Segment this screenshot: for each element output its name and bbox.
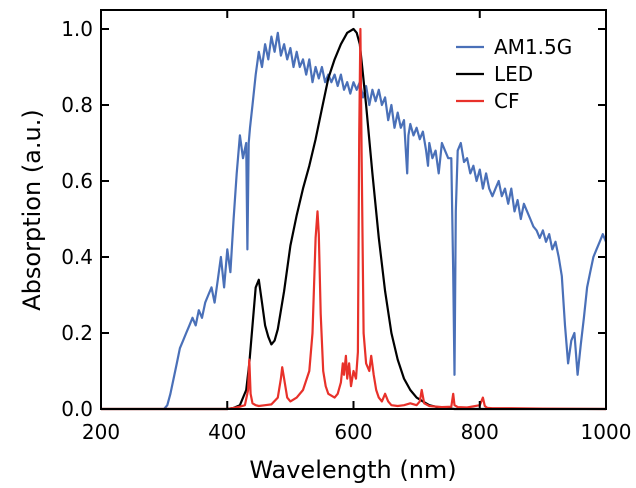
legend: AM1.5G LED CF bbox=[456, 35, 572, 113]
x-tick-label: 400 bbox=[208, 420, 246, 444]
series-line-am1-5g bbox=[163, 31, 608, 410]
series-layer bbox=[101, 27, 608, 411]
y-axis-label: Absorption (a.u.) bbox=[18, 109, 46, 310]
x-axis-label: Wavelength (nm) bbox=[249, 456, 456, 484]
y-tick-label: 1.0 bbox=[61, 17, 93, 41]
y-tick-label: 0.4 bbox=[61, 245, 93, 269]
legend-label-led: LED bbox=[494, 62, 533, 86]
x-tick-label: 1000 bbox=[581, 420, 632, 444]
x-tick-label: 800 bbox=[461, 420, 499, 444]
legend-label-am1-5g: AM1.5G bbox=[494, 35, 572, 59]
y-tick-label: 0.2 bbox=[61, 321, 93, 345]
y-tick-label: 0.8 bbox=[61, 93, 93, 117]
series-line-led bbox=[101, 27, 606, 411]
x-tick-label: 600 bbox=[334, 420, 372, 444]
x-tick-label: 200 bbox=[82, 420, 120, 444]
series-line-cf bbox=[101, 27, 607, 411]
legend-label-cf: CF bbox=[494, 89, 519, 113]
y-tick-label: 0.0 bbox=[61, 397, 93, 421]
y-tick-label: 0.6 bbox=[61, 169, 93, 193]
ticks-layer: 200 400 600 800 1000 0.0 0.2 0.4 0.6 0.8 1.0 bbox=[61, 10, 631, 444]
